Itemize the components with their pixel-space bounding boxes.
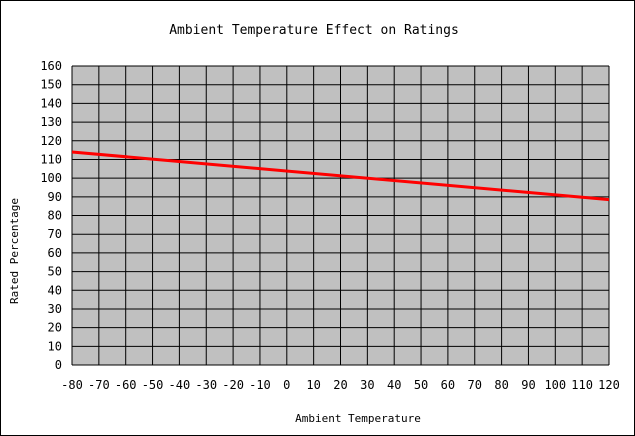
y-axis-label: Rated Percentage <box>8 198 21 304</box>
x-tick-label: 120 <box>598 378 620 392</box>
x-tick-label: -70 <box>88 378 110 392</box>
x-tick-label: -30 <box>195 378 217 392</box>
y-tick-label: 140 <box>40 96 62 110</box>
y-tick-label: 60 <box>48 246 62 260</box>
y-axis-ticks: 0 10 20 30 40 50 60 70 80 90 100 110 120 130 140 150 160 <box>40 59 62 372</box>
x-tick-label: 70 <box>468 378 482 392</box>
series-layer <box>71 150 610 202</box>
x-tick-label: 50 <box>414 378 428 392</box>
x-tick-label: -50 <box>142 378 164 392</box>
x-tick-label: -20 <box>222 378 244 392</box>
series-line <box>71 150 610 202</box>
y-tick-label: 0 <box>55 358 62 372</box>
x-axis-ticks: -80 -70 -60 -50 -40 -30 -20 -10 0 10 20 30 40 50 60 70 8… <box>61 378 620 392</box>
x-tick-label: 90 <box>521 378 535 392</box>
x-tick-label: 0 <box>283 378 290 392</box>
x-tick-label: 10 <box>306 378 320 392</box>
y-tick-label: 100 <box>40 171 62 185</box>
chart-title: Ambient Temperature Effect on Ratings <box>169 23 459 38</box>
y-tick-label: 110 <box>40 152 62 166</box>
x-tick-label: -10 <box>249 378 271 392</box>
y-tick-label: 120 <box>40 134 62 148</box>
x-axis-label: Ambient Temperature <box>295 412 421 425</box>
y-tick-label: 70 <box>48 227 62 241</box>
x-tick-label: -60 <box>115 378 137 392</box>
y-tick-label: 20 <box>48 321 62 335</box>
x-tick-label: 110 <box>571 378 593 392</box>
x-tick-label: 100 <box>544 378 566 392</box>
y-tick-label: 10 <box>48 339 62 353</box>
x-tick-label: 30 <box>360 378 374 392</box>
y-tick-label: 130 <box>40 115 62 129</box>
x-tick-label: 80 <box>494 378 508 392</box>
x-tick-label: -80 <box>61 378 83 392</box>
x-tick-label: 40 <box>387 378 401 392</box>
y-tick-label: 80 <box>48 209 62 223</box>
x-tick-label: -40 <box>169 378 191 392</box>
y-tick-label: 30 <box>48 302 62 316</box>
y-tick-label: 150 <box>40 78 62 92</box>
y-tick-label: 40 <box>48 283 62 297</box>
x-tick-label: 20 <box>333 378 347 392</box>
x-tick-label: 60 <box>441 378 455 392</box>
y-tick-label: 50 <box>48 265 62 279</box>
y-tick-label: 90 <box>48 190 62 204</box>
y-tick-label: 160 <box>40 59 62 73</box>
gridlines <box>71 65 610 366</box>
